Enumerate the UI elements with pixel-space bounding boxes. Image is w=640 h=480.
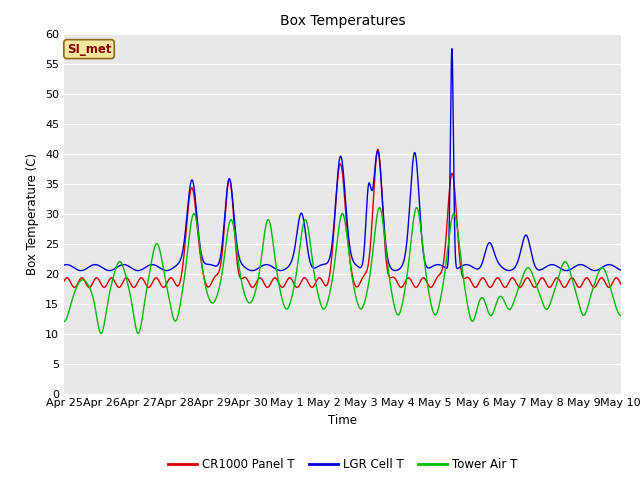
X-axis label: Time: Time <box>328 414 357 427</box>
Title: Box Temperatures: Box Temperatures <box>280 14 405 28</box>
Legend: CR1000 Panel T, LGR Cell T, Tower Air T: CR1000 Panel T, LGR Cell T, Tower Air T <box>163 454 522 476</box>
Text: SI_met: SI_met <box>67 43 111 56</box>
Y-axis label: Box Temperature (C): Box Temperature (C) <box>26 153 40 275</box>
